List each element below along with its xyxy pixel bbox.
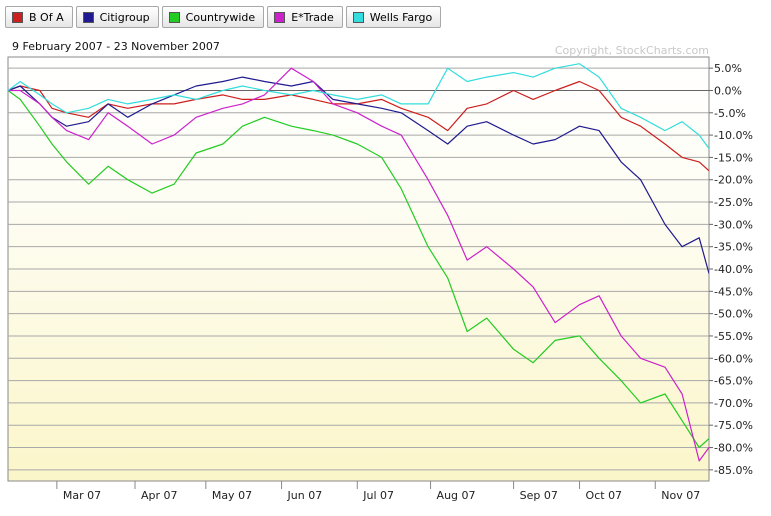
- grid-lines: [8, 67, 709, 471]
- y-tick-label: -55.0%: [714, 330, 753, 343]
- series-line-wells-fargo: [8, 63, 709, 149]
- legend-swatch: [352, 11, 364, 23]
- legend-label: Wells Fargo: [369, 10, 433, 24]
- y-tick-label: -75.0%: [714, 419, 753, 432]
- x-tick-label: Sep 07: [520, 489, 558, 502]
- legend-tabs: B Of A Citigroup Countrywide E*Trade Wells F…: [5, 6, 444, 28]
- legend-swatch: [274, 11, 286, 23]
- x-tick-label: Jul 07: [362, 489, 394, 502]
- x-tick-label: May 07: [212, 489, 252, 502]
- chart-subtitle: 9 February 2007 - 23 November 2007: [12, 40, 220, 53]
- y-tick-label: -85.0%: [714, 464, 753, 477]
- y-axis-ticks: 5.0% 0.0% -5.0% -10.0% -15.0% -20.0% -25.0% -30…: [709, 62, 753, 477]
- legend-tab-countrywide[interactable]: Countrywide: [161, 6, 265, 28]
- y-tick-label: -70.0%: [714, 397, 753, 410]
- legend-swatch: [12, 11, 23, 23]
- y-tick-label: -25.0%: [714, 196, 753, 209]
- y-tick-label: -20.0%: [714, 174, 753, 187]
- legend-tab-e-trade[interactable]: E*Trade: [267, 6, 343, 28]
- y-tick-label: -65.0%: [714, 375, 753, 388]
- legend-tab-b-of-a[interactable]: B Of A: [5, 6, 73, 28]
- y-tick-label: -30.0%: [714, 218, 753, 231]
- x-tick-label: Jun 07: [287, 489, 323, 502]
- legend-label: Citigroup: [99, 10, 150, 24]
- x-tick-label: Mar 07: [63, 489, 101, 502]
- y-tick-label: -35.0%: [714, 241, 753, 254]
- y-tick-label: -60.0%: [714, 352, 753, 365]
- y-tick-label: 5.0%: [714, 62, 742, 75]
- legend-label: B Of A: [29, 10, 64, 24]
- y-tick-label: -5.0%: [714, 107, 746, 120]
- y-tick-label: -80.0%: [714, 442, 753, 455]
- y-tick-label: 0.0%: [714, 84, 742, 97]
- y-tick-label: -45.0%: [714, 285, 753, 298]
- legend-tab-citigroup[interactable]: Citigroup: [75, 6, 159, 28]
- x-axis-ticks: Mar 07 Apr 07 May 07 Jun 07 Jul 07 Aug 07 Sep …: [56, 481, 700, 502]
- series-line-citigroup: [8, 76, 709, 274]
- legend-tab-wells-fargo[interactable]: Wells Fargo: [345, 6, 442, 28]
- x-tick-label: Nov 07: [661, 489, 700, 502]
- x-tick-label: Oct 07: [586, 489, 623, 502]
- series-line-e-trade: [8, 67, 709, 462]
- y-tick-label: -50.0%: [714, 308, 753, 321]
- series-line-countrywide: [8, 90, 709, 449]
- y-tick-label: -10.0%: [714, 129, 753, 142]
- y-tick-label: -40.0%: [714, 263, 753, 276]
- legend-label: E*Trade: [291, 10, 334, 24]
- copyright-text: Copyright, StockCharts.com: [555, 44, 709, 57]
- y-tick-label: -15.0%: [714, 151, 753, 164]
- legend-swatch: [168, 11, 180, 23]
- legend-swatch: [82, 11, 94, 23]
- x-tick-label: Apr 07: [141, 489, 178, 502]
- series-lines: [8, 63, 709, 462]
- x-tick-label: Aug 07: [437, 489, 476, 502]
- legend-label: Countrywide: [185, 10, 256, 24]
